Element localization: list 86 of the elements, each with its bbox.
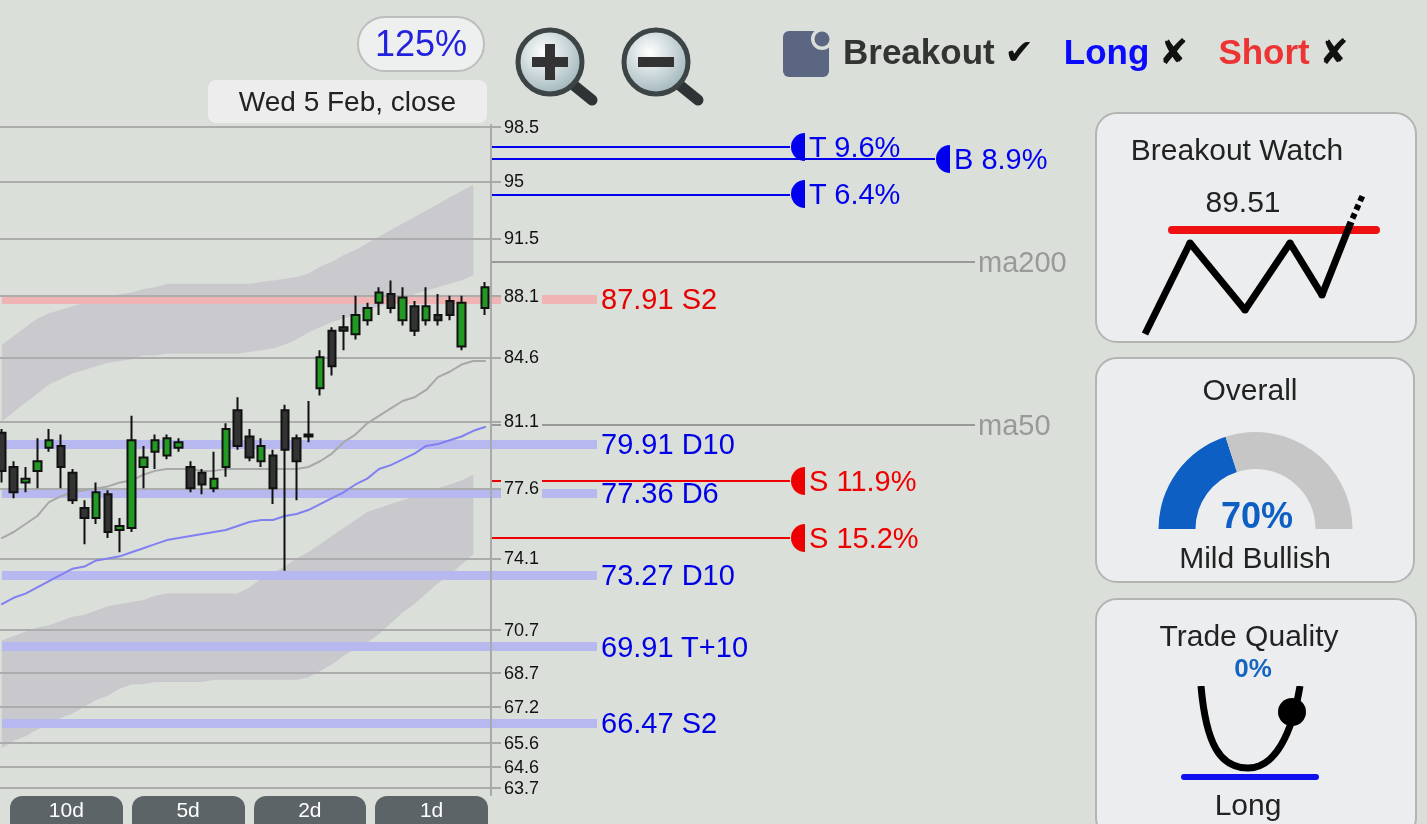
candlestick [268, 448, 278, 506]
y-tick-label: 77.6 [504, 478, 540, 499]
candlestick [374, 286, 384, 316]
ref-line-label: T 9.6% [809, 130, 901, 163]
candlestick [185, 460, 196, 494]
candlestick [386, 279, 396, 315]
candlestick [114, 516, 125, 554]
candlestick [91, 481, 101, 525]
candlestick [197, 467, 207, 496]
candlestick [445, 294, 455, 322]
text: Long ✘ [1063, 32, 1189, 72]
text: Breakout Watch [1130, 132, 1344, 168]
text: 0% [1234, 653, 1272, 684]
candlestick [244, 427, 255, 463]
y-tick-label: 95 [504, 171, 525, 192]
ref-line-label: T 6.4% [809, 178, 901, 211]
candlestick [350, 294, 361, 341]
text: Short ✘ [1218, 32, 1349, 72]
candlestick [8, 460, 19, 500]
y-tick-label: 84.6 [504, 347, 540, 368]
candlestick [362, 301, 373, 327]
y-tick-label: 65.6 [504, 733, 540, 754]
range-button: 5d [131, 796, 245, 824]
y-tick-label: 91.5 [504, 228, 540, 249]
y-tick-label: 70.7 [504, 619, 540, 640]
line-series [0, 359, 487, 540]
zoom-level-button: 125% [357, 16, 485, 72]
y-tick-label: 68.7 [504, 663, 540, 684]
candlestick [256, 437, 266, 469]
candlestick [20, 466, 31, 494]
ref-line-label: 77.36 D6 [601, 477, 719, 510]
candlestick [397, 286, 408, 327]
y-tick-label: 81.1 [504, 411, 540, 432]
candlestick [126, 414, 137, 534]
y-tick-label: 64.6 [504, 756, 540, 777]
candlestick [433, 293, 443, 327]
candlestick [79, 499, 90, 546]
candlestick [209, 450, 219, 494]
y-tick-label: 74.1 [504, 548, 540, 569]
text: Trade Quality [1159, 618, 1339, 654]
y-tick-label: 88.1 [504, 285, 540, 306]
candlestick [456, 294, 467, 352]
ref-line-label: B 8.9% [954, 143, 1048, 176]
candlestick [338, 313, 349, 352]
line-series [0, 426, 487, 606]
range-button: 2d [253, 796, 367, 824]
y-tick-label: 63.7 [504, 777, 540, 798]
y-tick-label: 98.5 [504, 116, 540, 137]
date-tag: Wed 5 Feb, close [208, 80, 487, 123]
ref-line-label: S 15.2% [809, 522, 919, 555]
candlestick [421, 286, 431, 327]
ref-line-label: S 11.9% [809, 464, 917, 497]
candlestick [162, 433, 172, 461]
candlestick [173, 437, 184, 453]
ref-line-label: 66.47 S2 [601, 707, 718, 740]
candlestick [138, 444, 149, 490]
candlestick [327, 326, 337, 377]
candlestick [221, 422, 231, 478]
text: 70% [1220, 495, 1294, 537]
text: Long [1214, 787, 1282, 823]
candlestick [291, 433, 302, 502]
candlestick [150, 433, 160, 470]
candlestick [480, 281, 490, 316]
candlestick [232, 396, 243, 451]
ref-line-label: ma50 [978, 409, 1051, 442]
candlestick [303, 400, 314, 444]
candlestick [67, 467, 78, 506]
text: Breakout ✔ [843, 32, 1034, 72]
ref-line-label: ma200 [978, 245, 1067, 278]
range-button: 10d [10, 796, 123, 824]
candlestick [44, 427, 54, 453]
candlestick [56, 433, 66, 490]
text: 89.51 [1205, 184, 1281, 220]
candlestick [32, 437, 43, 490]
chart-title: Overall [1202, 372, 1298, 408]
range-button: 1d [375, 796, 488, 824]
candlestick [409, 300, 420, 337]
text: Mild Bullish [1179, 540, 1331, 576]
ref-line-label: 73.27 D10 [601, 559, 735, 592]
candlestick [315, 349, 325, 397]
ref-line-label: 69.91 T+10 [601, 630, 749, 663]
ref-line-label: 79.91 D10 [601, 427, 735, 460]
y-tick-label: 67.2 [504, 696, 540, 717]
candlestick [103, 489, 113, 540]
candlestick [280, 403, 290, 572]
ref-line-label: 87.91 S2 [601, 283, 718, 316]
